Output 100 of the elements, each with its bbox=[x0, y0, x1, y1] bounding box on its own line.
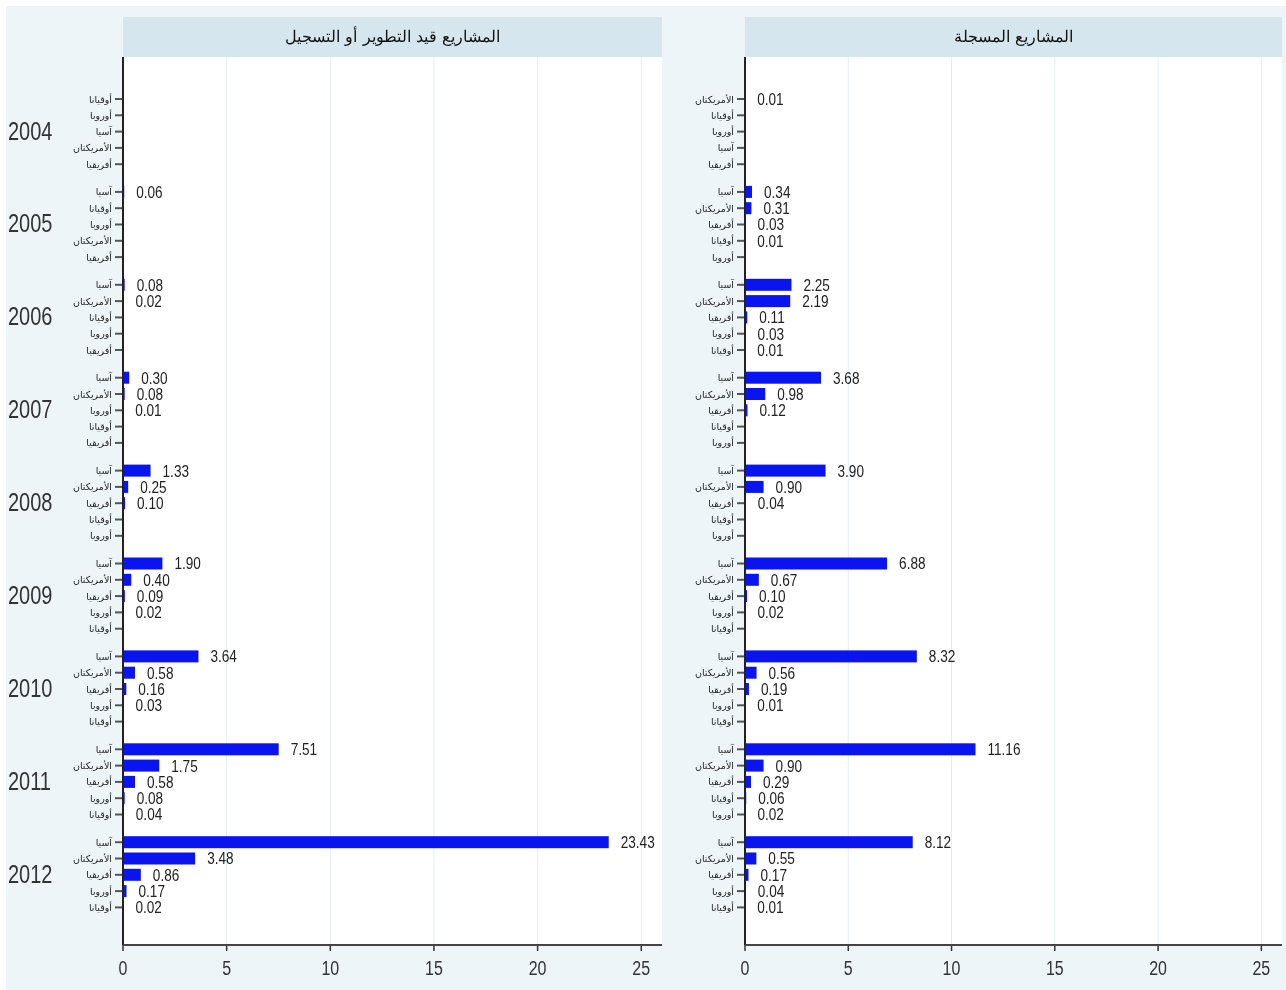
text: 2004 bbox=[8, 117, 53, 146]
y-tick-label: أفريقيا bbox=[86, 250, 113, 263]
y-tick-label: الأمريكتان bbox=[694, 853, 734, 864]
y-tick-label: أوروبا bbox=[90, 108, 113, 121]
y-tick-label: آسيا bbox=[717, 141, 735, 154]
y-tick-label: أفريقيا bbox=[708, 589, 735, 602]
y-tick-label: آسيا bbox=[717, 278, 735, 291]
y-tick-label: أفريقيا bbox=[708, 682, 735, 695]
data-label: 0.01 bbox=[757, 231, 784, 251]
y-tick-label: آسيا bbox=[95, 371, 113, 384]
text: 2011 bbox=[8, 767, 51, 796]
y-tick-label: الأمريكتان bbox=[72, 667, 112, 679]
y-tick-label: أوروبا bbox=[90, 403, 113, 416]
y-tick-label: الأمريكتان bbox=[694, 481, 734, 493]
y-tick-label: آسيا bbox=[717, 835, 735, 848]
y-tick-label: أوروبا bbox=[90, 218, 113, 230]
y-tick-label: آسيا bbox=[95, 649, 113, 662]
data-label: 0.55 bbox=[768, 849, 795, 868]
x-tick-label: 25 bbox=[632, 957, 651, 980]
y-tick-label: أوقيانا bbox=[710, 791, 735, 804]
data-label: 0.03 bbox=[757, 215, 785, 234]
y-tick-label: أوقيانا bbox=[88, 622, 113, 635]
data-label: 0.11 bbox=[759, 307, 785, 327]
y-tick-label: أفريقيا bbox=[708, 403, 735, 416]
y-tick-label: أوروبا bbox=[712, 436, 735, 449]
y-tick-label: أوروبا bbox=[90, 791, 113, 804]
data-label: 8.12 bbox=[924, 832, 952, 852]
x-tick-label: 20 bbox=[1149, 957, 1167, 980]
y-tick-label: آسيا bbox=[717, 742, 735, 755]
y-tick-label: أوروبا bbox=[712, 808, 735, 820]
y-tick-label: الأمريكتان bbox=[72, 142, 112, 154]
data-label: 0.01 bbox=[757, 89, 784, 109]
data-label: 3.90 bbox=[837, 461, 864, 480]
y-tick-label: الأمريكتان bbox=[694, 388, 734, 400]
y-tick-label: الأمريكتان bbox=[72, 574, 112, 586]
y-tick-label: أفريقيا bbox=[86, 436, 113, 449]
y-tick-label: آسيا bbox=[717, 464, 735, 477]
y-tick-label: أوقيانا bbox=[710, 234, 735, 247]
y-tick-label: أوقيانا bbox=[88, 420, 113, 433]
y-tick-label: أوقيانا bbox=[88, 715, 113, 728]
y-tick-label: أوقيانا bbox=[710, 420, 735, 433]
chart-title: المشاريع قيد التطوير أو التسجيل bbox=[285, 26, 500, 46]
y-tick-label: الأمريكتان bbox=[694, 760, 734, 772]
y-tick-label: أفريقيا bbox=[708, 775, 735, 788]
y-tick-label: أوروبا bbox=[712, 529, 735, 542]
data-label: 1.90 bbox=[174, 554, 201, 573]
text: 2009 bbox=[8, 582, 53, 610]
y-tick-label: أوروبا bbox=[712, 698, 735, 711]
y-tick-label: أوقيانا bbox=[710, 715, 735, 728]
x-tick-label: 20 bbox=[528, 957, 547, 980]
y-tick-label: أفريقيا bbox=[708, 496, 735, 509]
y-tick-label: أفريقيا bbox=[708, 157, 735, 170]
y-tick-label: أوقيانا bbox=[710, 108, 735, 121]
y-tick-label: آسيا bbox=[95, 835, 113, 848]
data-label: 0.02 bbox=[757, 805, 784, 824]
y-tick-label: آسيا bbox=[95, 278, 113, 291]
y-tick-label: آسيا bbox=[717, 371, 735, 384]
y-tick-label: أوقيانا bbox=[710, 622, 735, 635]
y-tick-label: أفريقيا bbox=[86, 868, 113, 881]
y-tick-label: أوروبا bbox=[90, 529, 113, 542]
data-label: 1.33 bbox=[162, 461, 190, 480]
data-label: 0.90 bbox=[775, 756, 803, 775]
data-label: 3.64 bbox=[210, 646, 238, 666]
y-tick-label: أوقيانا bbox=[88, 201, 113, 214]
text: 2006 bbox=[8, 303, 53, 331]
y-tick-label: أفريقيا bbox=[86, 496, 113, 509]
y-tick-label: أوروبا bbox=[90, 605, 113, 618]
y-tick-label: الأمريكتان bbox=[694, 202, 734, 214]
text: 2010 bbox=[8, 674, 53, 703]
y-tick-label: آسيا bbox=[95, 185, 113, 198]
y-tick-label: الأمريكتان bbox=[72, 760, 112, 772]
y-tick-label: الأمريكتان bbox=[72, 388, 112, 400]
y-tick-label: الأمريكتان bbox=[694, 667, 734, 679]
y-tick-label: الأمريكتان bbox=[72, 853, 112, 864]
y-tick-label: أفريقيا bbox=[86, 343, 113, 356]
y-tick-label: أوقيانا bbox=[710, 900, 735, 913]
data-label: 3.68 bbox=[833, 368, 860, 388]
chart-title: المشاريع المسجلة bbox=[953, 27, 1074, 46]
y-tick-label: أوروبا bbox=[712, 125, 735, 138]
y-tick-label: أوقيانا bbox=[88, 900, 113, 913]
x-tick-label: 10 bbox=[942, 957, 961, 980]
x-tick-label: 25 bbox=[1252, 957, 1271, 980]
y-tick-label: الأمريكتان bbox=[72, 295, 112, 307]
y-tick-label: أفريقيا bbox=[86, 157, 113, 170]
y-tick-label: الأمريكتان bbox=[72, 235, 112, 247]
y-tick-label: أوروبا bbox=[712, 250, 735, 263]
data-label: 23.43 bbox=[620, 832, 655, 852]
x-tick-label: 5 bbox=[222, 957, 232, 980]
y-tick-label: أوروبا bbox=[712, 884, 735, 897]
y-tick-label: آسيا bbox=[95, 557, 113, 569]
y-tick-label: الأمريكتان bbox=[72, 481, 112, 493]
y-tick-label: الأمريكتان bbox=[694, 295, 734, 307]
y-tick-label: أوروبا bbox=[90, 884, 113, 897]
data-label: 8.32 bbox=[928, 646, 956, 666]
y-tick-label: أوقيانا bbox=[88, 92, 113, 105]
y-tick-label: أوروبا bbox=[90, 698, 113, 711]
y-tick-label: أوقيانا bbox=[710, 513, 735, 525]
y-tick-label: أوروبا bbox=[712, 605, 735, 618]
y-tick-label: أوقيانا bbox=[88, 808, 113, 820]
y-tick-label: أوقيانا bbox=[710, 343, 735, 356]
